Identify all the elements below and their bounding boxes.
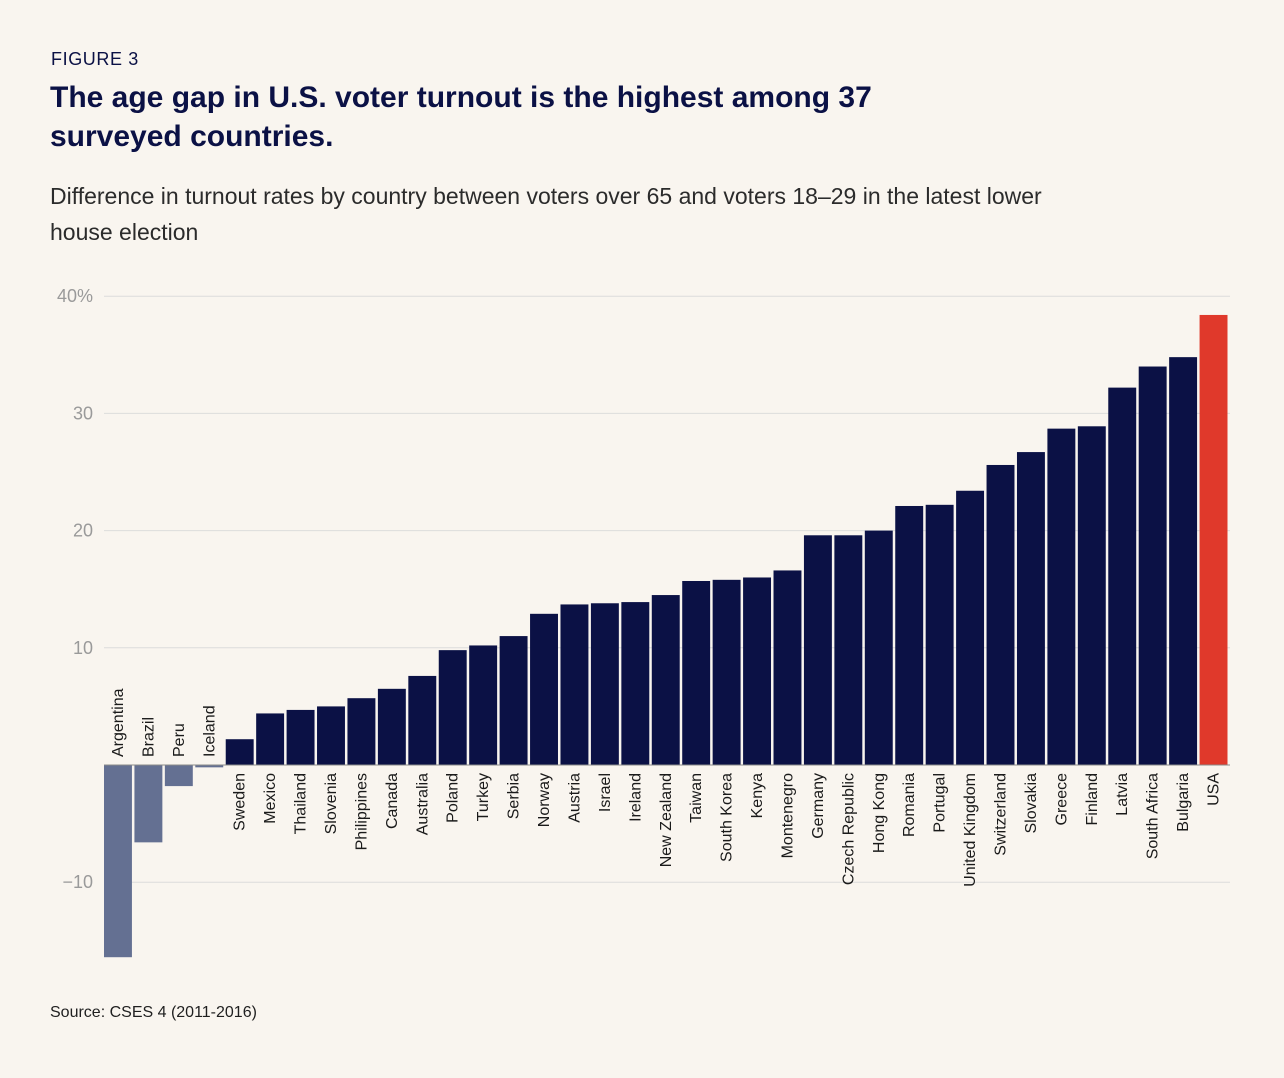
bar-portugal xyxy=(925,504,954,765)
category-label: Latvia xyxy=(1114,773,1131,816)
category-label: Switzerland xyxy=(993,773,1010,856)
bar-turkey xyxy=(469,645,498,765)
bar-sweden xyxy=(225,739,254,765)
bar-south-korea xyxy=(712,579,741,765)
category-label: Philippines xyxy=(353,773,370,850)
category-label: Poland xyxy=(445,773,462,823)
category-label: New Zealand xyxy=(658,773,675,867)
bar-slovakia xyxy=(1016,452,1045,765)
category-label: Brazil xyxy=(140,717,157,757)
bar-australia xyxy=(408,675,437,765)
bar-israel xyxy=(590,603,619,765)
category-labels: Argentina Brazil Peru Iceland Sweden Mexico Th… xyxy=(110,688,1223,886)
bar-germany xyxy=(803,535,832,765)
bar-finland xyxy=(1077,426,1106,765)
bar-usa xyxy=(1199,314,1228,765)
bar-brazil xyxy=(134,765,163,843)
bar-norway xyxy=(530,613,558,765)
bar-romania xyxy=(895,505,924,765)
figure-label: FIGURE 3 xyxy=(51,49,139,69)
category-label: Czech Republic xyxy=(840,773,857,885)
bar-canada xyxy=(377,688,406,765)
category-label: Ireland xyxy=(627,773,644,822)
category-label: Australia xyxy=(414,773,431,835)
bar-greece xyxy=(1047,428,1076,765)
category-label: Slovenia xyxy=(323,773,340,834)
category-label: Thailand xyxy=(293,773,310,834)
y-axis-tick-labels: 40% 30 20 10 −10 xyxy=(57,286,93,892)
category-label: Kenya xyxy=(749,773,766,818)
category-label: Germany xyxy=(810,773,827,839)
bar-montenegro xyxy=(773,570,802,765)
category-label: Austria xyxy=(566,773,583,823)
bar-new-zealand xyxy=(651,595,680,765)
category-label: Portugal xyxy=(932,773,949,833)
bar-mexico xyxy=(256,713,285,765)
bar-austria xyxy=(560,604,589,765)
category-label: South Africa xyxy=(1145,773,1162,859)
bar-peru xyxy=(164,765,193,787)
bar-latvia xyxy=(1108,387,1137,765)
category-label: Hong Kong xyxy=(871,773,888,853)
category-label: USA xyxy=(1206,773,1223,806)
bars xyxy=(104,314,1228,958)
category-label: Peru xyxy=(171,723,188,757)
bar-chart: 40% 30 20 10 −10 Argentina Brazil Peru Iceland S… xyxy=(57,286,1230,958)
category-label: Taiwan xyxy=(688,773,705,823)
y-tick-label: 10 xyxy=(73,638,93,658)
bar-poland xyxy=(438,650,467,765)
bar-argentina xyxy=(104,765,132,958)
bar-south-africa xyxy=(1138,366,1167,765)
category-label: Mexico xyxy=(262,773,279,824)
category-label: Slovakia xyxy=(1023,773,1040,834)
chart-title: The age gap in U.S. voter turnout is the… xyxy=(50,81,872,153)
category-label: Turkey xyxy=(475,773,492,821)
bar-hong-kong xyxy=(864,530,893,765)
category-label: Norway xyxy=(536,773,553,827)
bar-iceland xyxy=(195,765,224,768)
bar-bulgaria xyxy=(1169,357,1198,765)
category-label: Canada xyxy=(384,773,401,829)
bar-switzerland xyxy=(986,464,1015,765)
chart-subtitle: Difference in turnout rates by country b… xyxy=(50,183,1042,245)
bar-philippines xyxy=(347,698,376,765)
category-label: Sweden xyxy=(232,773,249,831)
bar-czech-republic xyxy=(834,535,863,765)
category-label: Montenegro xyxy=(779,773,796,858)
category-label: South Korea xyxy=(719,773,736,862)
y-tick-label: 20 xyxy=(73,521,93,541)
bar-united-kingdom xyxy=(956,490,985,765)
bar-taiwan xyxy=(682,580,711,765)
category-label: Argentina xyxy=(110,688,127,757)
category-label: Finland xyxy=(1084,773,1101,825)
category-label: Israel xyxy=(597,773,614,812)
bar-serbia xyxy=(499,636,528,765)
category-label: Iceland xyxy=(201,705,218,757)
source-note: Source: CSES 4 (2011-2016) xyxy=(50,1004,257,1021)
category-label: Romania xyxy=(901,773,918,837)
bar-slovenia xyxy=(317,706,345,765)
y-tick-label: 30 xyxy=(73,403,93,423)
y-tick-label: −10 xyxy=(62,872,93,892)
category-label: Greece xyxy=(1053,773,1070,826)
bar-ireland xyxy=(621,602,650,765)
bar-kenya xyxy=(743,577,772,765)
category-label: Serbia xyxy=(506,773,523,819)
category-label: Bulgaria xyxy=(1175,773,1192,832)
y-tick-label: 40% xyxy=(57,286,93,306)
category-label: United Kingdom xyxy=(962,773,979,887)
bar-thailand xyxy=(286,709,315,765)
